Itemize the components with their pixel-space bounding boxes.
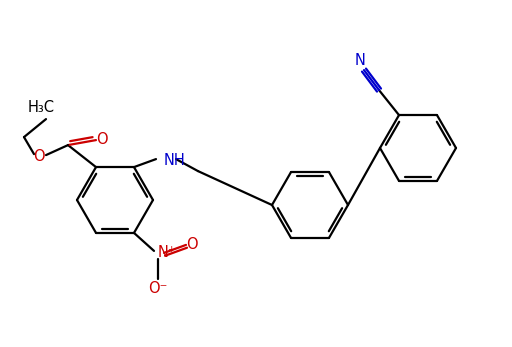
Text: O⁻: O⁻ bbox=[148, 281, 168, 296]
Text: N: N bbox=[355, 53, 366, 68]
Text: H₃C: H₃C bbox=[28, 100, 54, 115]
Text: O: O bbox=[33, 149, 45, 163]
Text: O: O bbox=[96, 132, 108, 146]
Text: NH: NH bbox=[164, 153, 186, 168]
Text: N⁺: N⁺ bbox=[158, 245, 177, 260]
Text: O: O bbox=[186, 237, 198, 252]
